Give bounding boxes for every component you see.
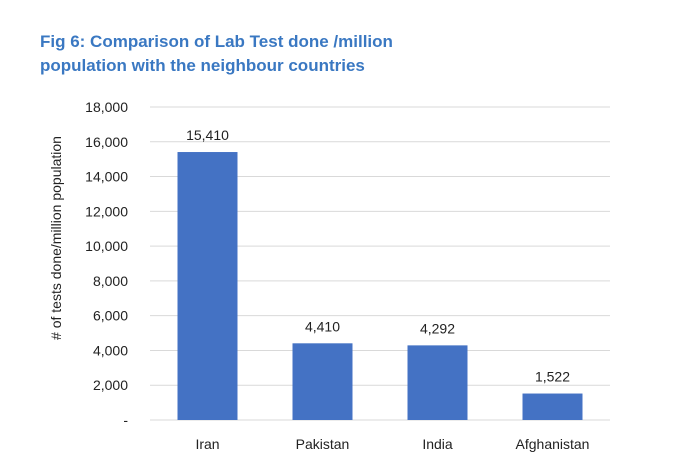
y-tick-label: 4,000 bbox=[93, 342, 128, 358]
y-tick-label: 14,000 bbox=[85, 169, 128, 185]
x-tick-label: Iran bbox=[195, 436, 219, 452]
x-tick-label: India bbox=[422, 436, 453, 452]
chart-title: Fig 6: Comparison of Lab Test done /mill… bbox=[40, 30, 640, 78]
data-label: 1,522 bbox=[535, 369, 570, 385]
bar-pakistan bbox=[292, 343, 353, 420]
data-label: 15,410 bbox=[186, 127, 229, 143]
y-tick-label: 2,000 bbox=[93, 377, 128, 393]
y-tick-label: 6,000 bbox=[93, 308, 128, 324]
chart-title-line-2: population with the neighbour countries bbox=[40, 56, 365, 75]
y-tick-label: 8,000 bbox=[93, 273, 128, 289]
y-axis-tick-labels: - 2,000 4,000 6,000 8,000 10,000 12,000 14,000 1… bbox=[85, 99, 128, 428]
bar-india bbox=[407, 345, 468, 420]
data-labels: 15,410 4,410 4,292 1,522 bbox=[186, 127, 570, 384]
data-label: 4,292 bbox=[420, 320, 455, 336]
bar-afghanistan bbox=[522, 393, 583, 420]
x-tick-label: Afghanistan bbox=[516, 436, 590, 452]
x-tick-label: Pakistan bbox=[296, 436, 350, 452]
data-label: 4,410 bbox=[305, 318, 340, 334]
y-axis-label: # of tests done/million population bbox=[48, 136, 64, 340]
y-tick-label: - bbox=[123, 412, 128, 428]
y-tick-label: 18,000 bbox=[85, 99, 128, 115]
bar-iran bbox=[177, 152, 238, 420]
y-tick-label: 10,000 bbox=[85, 238, 128, 254]
y-tick-label: 12,000 bbox=[85, 203, 128, 219]
x-axis-tick-labels: Iran Pakistan India Afghanistan bbox=[195, 436, 589, 452]
bars bbox=[177, 152, 583, 420]
y-tick-label: 16,000 bbox=[85, 134, 128, 150]
chart-title-line-1: Fig 6: Comparison of Lab Test done /mill… bbox=[40, 32, 393, 51]
